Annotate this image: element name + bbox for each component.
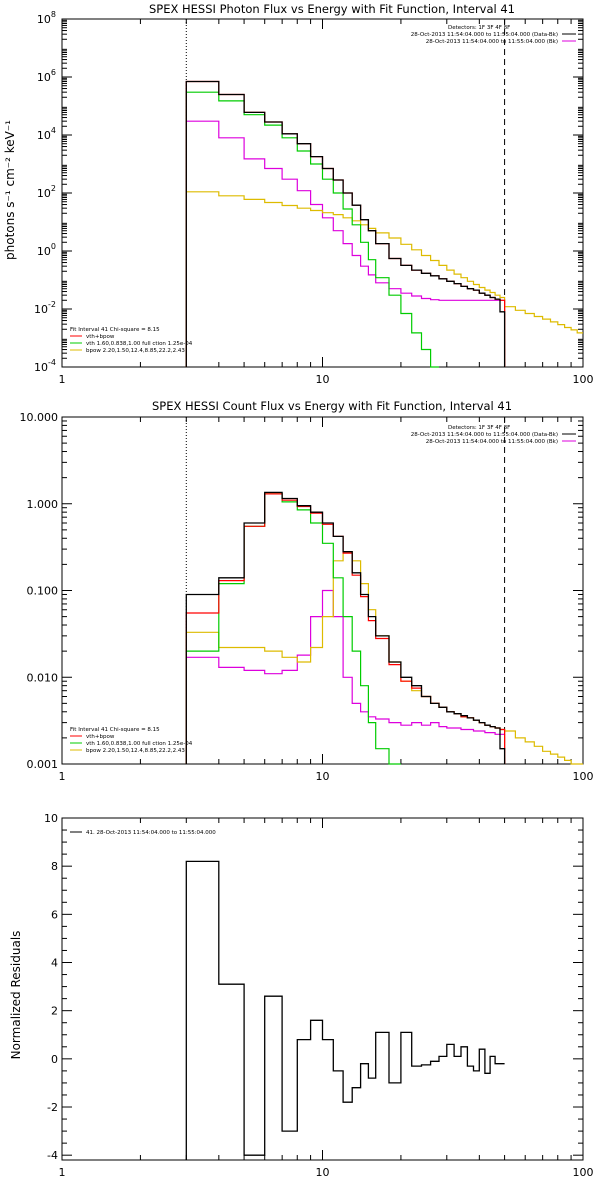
count-legend-detectors: Detectors: 1F 3F 4F 8F <box>448 425 510 431</box>
count-legend-total: vth+bpow <box>86 734 115 740</box>
series-data-line <box>185 80 506 367</box>
y-tick-label: 4 <box>51 957 58 970</box>
photon-series <box>185 19 583 368</box>
series-fit-total-line <box>185 80 506 367</box>
residuals-legend-interval: 41. 28-Oct-2013 11:54:04.000 to 11:55:04… <box>86 830 216 836</box>
count-chart-title: SPEX HESSI Count Flux vs Energy with Fit… <box>152 399 512 413</box>
y-tick-label: 10 <box>44 812 58 825</box>
y-tick-label: 10.000 <box>20 411 59 424</box>
photon-legend-data-interval: 28-Oct-2013 11:54:04.000 to 11:55:04.000… <box>411 32 558 38</box>
y-tick-label: 102 <box>37 184 56 200</box>
x-tick-label: 10 <box>316 373 330 386</box>
photon-legend-detectors: Detectors: 1F 3F 4F 8F <box>448 25 510 31</box>
y-tick-label: 8 <box>51 860 58 873</box>
residuals-y-axis-label: Normalized Residuals <box>9 931 23 1060</box>
series-data-line <box>185 491 506 764</box>
y-tick-label: 2 <box>51 1005 58 1018</box>
count-legend-bk-interval: 28-Oct-2013 11:54:04.000 to 11:55:04.000… <box>426 439 558 445</box>
series-bkg-line <box>185 589 506 764</box>
x-tick-label: 1 <box>59 770 66 783</box>
y-tick-label: 108 <box>37 10 56 26</box>
y-tick-label: 10-4 <box>34 358 56 374</box>
y-tick-label: 10-2 <box>34 300 56 316</box>
bpow-extension-line <box>504 730 583 765</box>
photon-chart-title: SPEX HESSI Photon Flux vs Energy with Fi… <box>149 2 515 16</box>
photon-legend-bpow: bpow 2.20,1.50,12.4,8.85,22.2,2.43 <box>86 348 185 354</box>
photon-legend-total: vth+bpow <box>86 334 115 340</box>
photon-legend-vth: vth 1.60,0.838,1.00 full ction 1.25e-04 <box>86 341 193 347</box>
residuals-panel: Normalized Residuals 1 10 100 -4 -2 0 2 4 6 8 10 4… <box>9 812 594 1179</box>
x-tick-label: 10 <box>316 770 330 783</box>
y-tick-label: 1.000 <box>27 498 59 511</box>
count-legend-fit-interval: Fit Interval 41 Chi-square = 8.15 <box>70 727 160 733</box>
y-tick-label: 0 <box>51 1053 58 1066</box>
photon-legend-bk-interval: 28-Oct-2013 11:54:04.000 to 11:55:04.000… <box>426 39 558 45</box>
series-data-line <box>185 860 505 1160</box>
y-tick-label: 100 <box>37 242 56 258</box>
series-bpow-line <box>185 191 506 367</box>
series-vth-line <box>185 493 401 765</box>
photon-legend-fit-interval: Fit Interval 41 Chi-square = 8.15 <box>70 327 160 333</box>
y-tick-label: 104 <box>37 126 56 142</box>
count-legend-data-interval: 28-Oct-2013 11:54:04.000 to 11:55:04.000… <box>411 432 558 438</box>
series-fit-total-line <box>185 493 506 764</box>
y-tick-label: 106 <box>37 68 56 84</box>
y-tick-label: -4 <box>47 1149 58 1162</box>
y-tick-label: 0.010 <box>27 671 59 684</box>
x-tick-label: 1 <box>59 1166 66 1179</box>
photon-y-axis-label: photons s⁻¹ cm⁻² keV⁻¹ <box>3 120 17 260</box>
y-tick-label: 0.001 <box>27 758 59 771</box>
x-tick-label: 100 <box>573 1166 594 1179</box>
y-tick-label: 0.100 <box>27 585 59 598</box>
count-series <box>185 417 583 765</box>
count-legend-top-right: Detectors: 1F 3F 4F 8F 28-Oct-2013 11:54… <box>411 425 576 445</box>
bpow-extension-line <box>504 306 583 334</box>
x-tick-label: 100 <box>573 373 594 386</box>
residuals-legend: 41. 28-Oct-2013 11:54:04.000 to 11:55:04… <box>70 830 216 836</box>
x-tick-label: 100 <box>573 770 594 783</box>
series-bkg-line <box>185 120 506 367</box>
series-vth-line <box>185 91 439 368</box>
count-legend-vth: vth 1.60,0.838,1.00 full ction 1.25e-04 <box>86 741 193 747</box>
residuals-ticks: 1 10 100 -4 -2 0 2 4 6 8 10 <box>44 812 594 1179</box>
x-tick-label: 1 <box>59 373 66 386</box>
photon-legend-bottom-left: Fit Interval 41 Chi-square = 8.15 vth+bp… <box>70 327 193 354</box>
residuals-series <box>185 860 505 1160</box>
count-ticks: 1 10 100 0.001 0.010 0.100 1.000 10.000 <box>20 411 594 783</box>
y-tick-label: -2 <box>47 1101 58 1114</box>
residuals-plot-frame <box>61 817 584 1161</box>
photon-ticks: 1 10 100 10-4 10-2 100 102 104 106 108 <box>34 10 593 386</box>
count-flux-panel: SPEX HESSI Count Flux vs Energy with Fit… <box>20 399 594 783</box>
count-legend-bottom-left: Fit Interval 41 Chi-square = 8.15 vth+bp… <box>70 727 193 754</box>
count-legend-bpow: bpow 2.20,1.50,12.4,8.85,22.2,2.43 <box>86 748 185 754</box>
photon-legend-top-right: Detectors: 1F 3F 4F 8F 28-Oct-2013 11:54… <box>411 25 576 45</box>
photon-flux-panel: SPEX HESSI Photon Flux vs Energy with Fi… <box>3 2 594 386</box>
y-tick-label: 6 <box>51 908 58 921</box>
x-tick-label: 10 <box>316 1166 330 1179</box>
